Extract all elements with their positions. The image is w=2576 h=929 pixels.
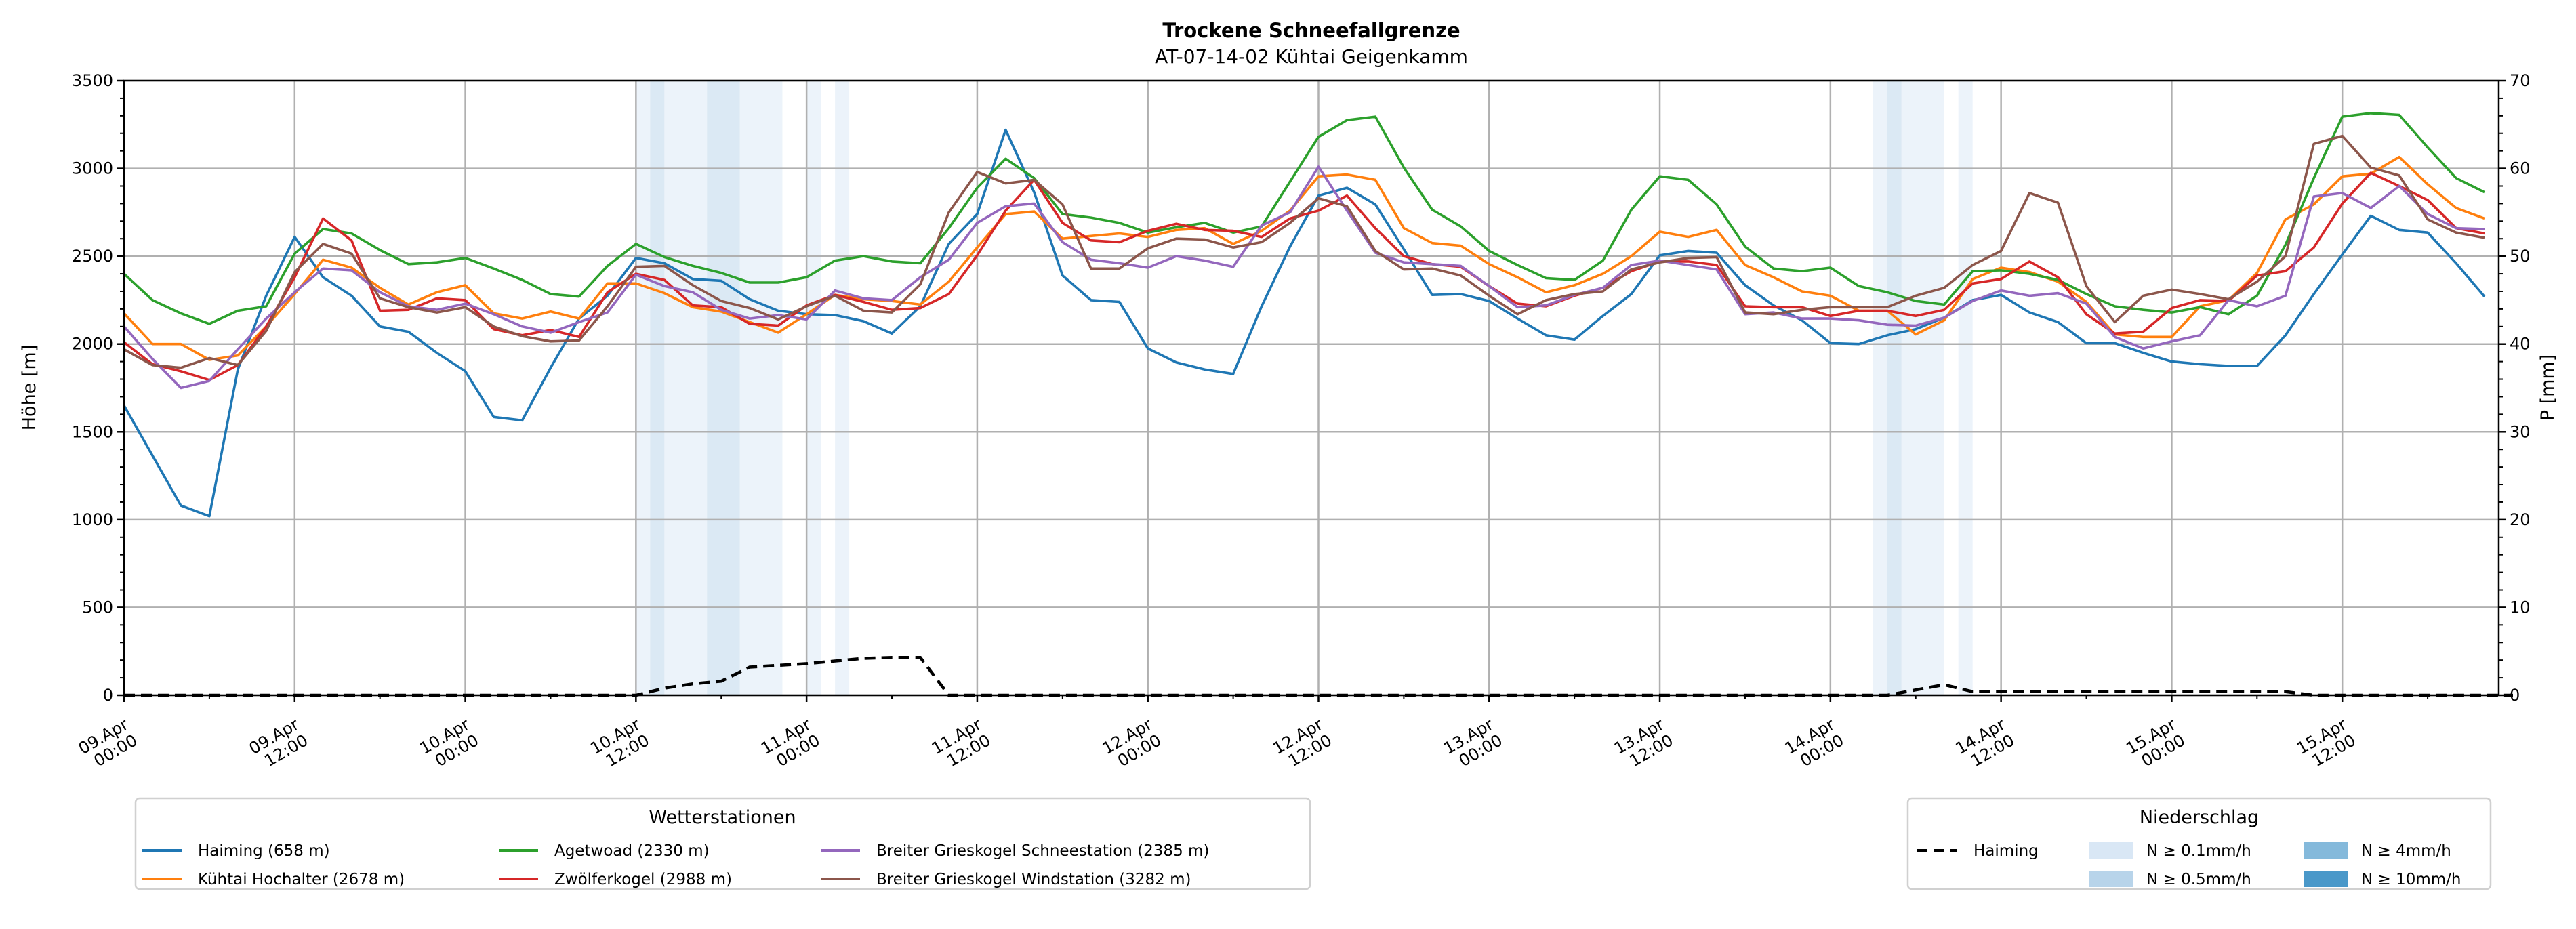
legend-label-4: Breiter Grieskogel Schneestation (2385 m… xyxy=(876,842,1209,860)
legend-swatch-0.5 xyxy=(2089,871,2133,887)
series-line-4 xyxy=(123,165,2485,390)
legend-label-1: Kühtai Hochalter (2678 m) xyxy=(198,871,405,888)
precip-band xyxy=(636,81,651,695)
y2-tick-label: 50 xyxy=(2510,247,2531,266)
y2-tick-label: 0 xyxy=(2510,686,2520,705)
chart-title: Trockene Schneefallgrenze xyxy=(1162,19,1460,42)
legend-swatch-10 xyxy=(2304,871,2348,887)
y-tick-label: 2000 xyxy=(72,335,113,354)
precipitation-bands xyxy=(636,81,1973,695)
y-tick-label: 0 xyxy=(103,686,113,705)
precip-band xyxy=(835,81,850,695)
series-line-1 xyxy=(123,155,2485,361)
legend-label-0.5: N ≥ 0.5mm/h xyxy=(2146,871,2251,888)
y-tick-label: 2500 xyxy=(72,247,113,266)
plot-frame xyxy=(123,79,2500,697)
legend-label-3: Zwölferkogel (2988 m) xyxy=(554,871,732,888)
legend-label-2: Agetwoad (2330 m) xyxy=(554,842,710,860)
legend-stations-frame xyxy=(134,797,1311,890)
y2-tick-label: 30 xyxy=(2510,422,2531,441)
legend-precip-frame xyxy=(1906,797,2492,890)
precip-band xyxy=(806,81,821,695)
y-tick-label: 3500 xyxy=(72,71,113,90)
precip-band xyxy=(650,81,665,695)
precip-band xyxy=(707,81,740,695)
legend-stations-title: Wetterstationen xyxy=(649,807,796,828)
series-line-0 xyxy=(123,128,2486,518)
y-tick-label: 3000 xyxy=(72,159,113,178)
y2-tick-label: 40 xyxy=(2510,335,2531,354)
legend-label-0.1: N ≥ 0.1mm/h xyxy=(2146,842,2251,860)
precip-band xyxy=(1958,81,1973,695)
y-tick-label: 1500 xyxy=(72,422,113,441)
y-tick-label: 500 xyxy=(82,598,113,617)
y2-tick-label: 70 xyxy=(2510,71,2531,90)
y2-tick-label: 10 xyxy=(2510,598,2531,617)
y2-tick-label: 60 xyxy=(2510,159,2531,178)
y2-tick-label: 20 xyxy=(2510,510,2531,529)
legend-label-10: N ≥ 10mm/h xyxy=(2361,871,2461,888)
legend-precip-line-label: Haiming xyxy=(1974,842,2039,860)
chart-subtitle: AT-07-14-02 Kühtai Geigenkamm xyxy=(1155,45,1468,68)
legend-swatch-4 xyxy=(2304,842,2348,859)
series-lines xyxy=(123,112,2486,518)
y-tick-label: 1000 xyxy=(72,510,113,529)
legend-label-4: N ≥ 4mm/h xyxy=(2361,842,2451,860)
legend-swatch-0.1 xyxy=(2089,842,2133,859)
legend-precip-title: Niederschlag xyxy=(2140,807,2259,828)
precip-band xyxy=(1901,81,1944,695)
legend-precip: Niederschlag Haiming N ≥ 0.1mm/h N ≥ 0.5… xyxy=(1906,797,2492,890)
legend-label-5: Breiter Grieskogel Windstation (3282 m) xyxy=(876,871,1191,888)
series-line-5 xyxy=(123,134,2485,369)
precip-band xyxy=(1887,81,1902,695)
y-axis-label: Höhe [m] xyxy=(19,345,40,431)
legend-label-0: Haiming (658 m) xyxy=(198,842,330,860)
y2-axis-label: P [mm] xyxy=(2537,354,2558,421)
precip-band xyxy=(1873,81,1887,695)
precip-band xyxy=(664,81,708,695)
legend-stations: Wetterstationen Haiming (658 m) Kühtai Ho… xyxy=(134,797,1311,890)
series-line-2 xyxy=(123,112,2485,325)
precip-band xyxy=(739,81,783,695)
